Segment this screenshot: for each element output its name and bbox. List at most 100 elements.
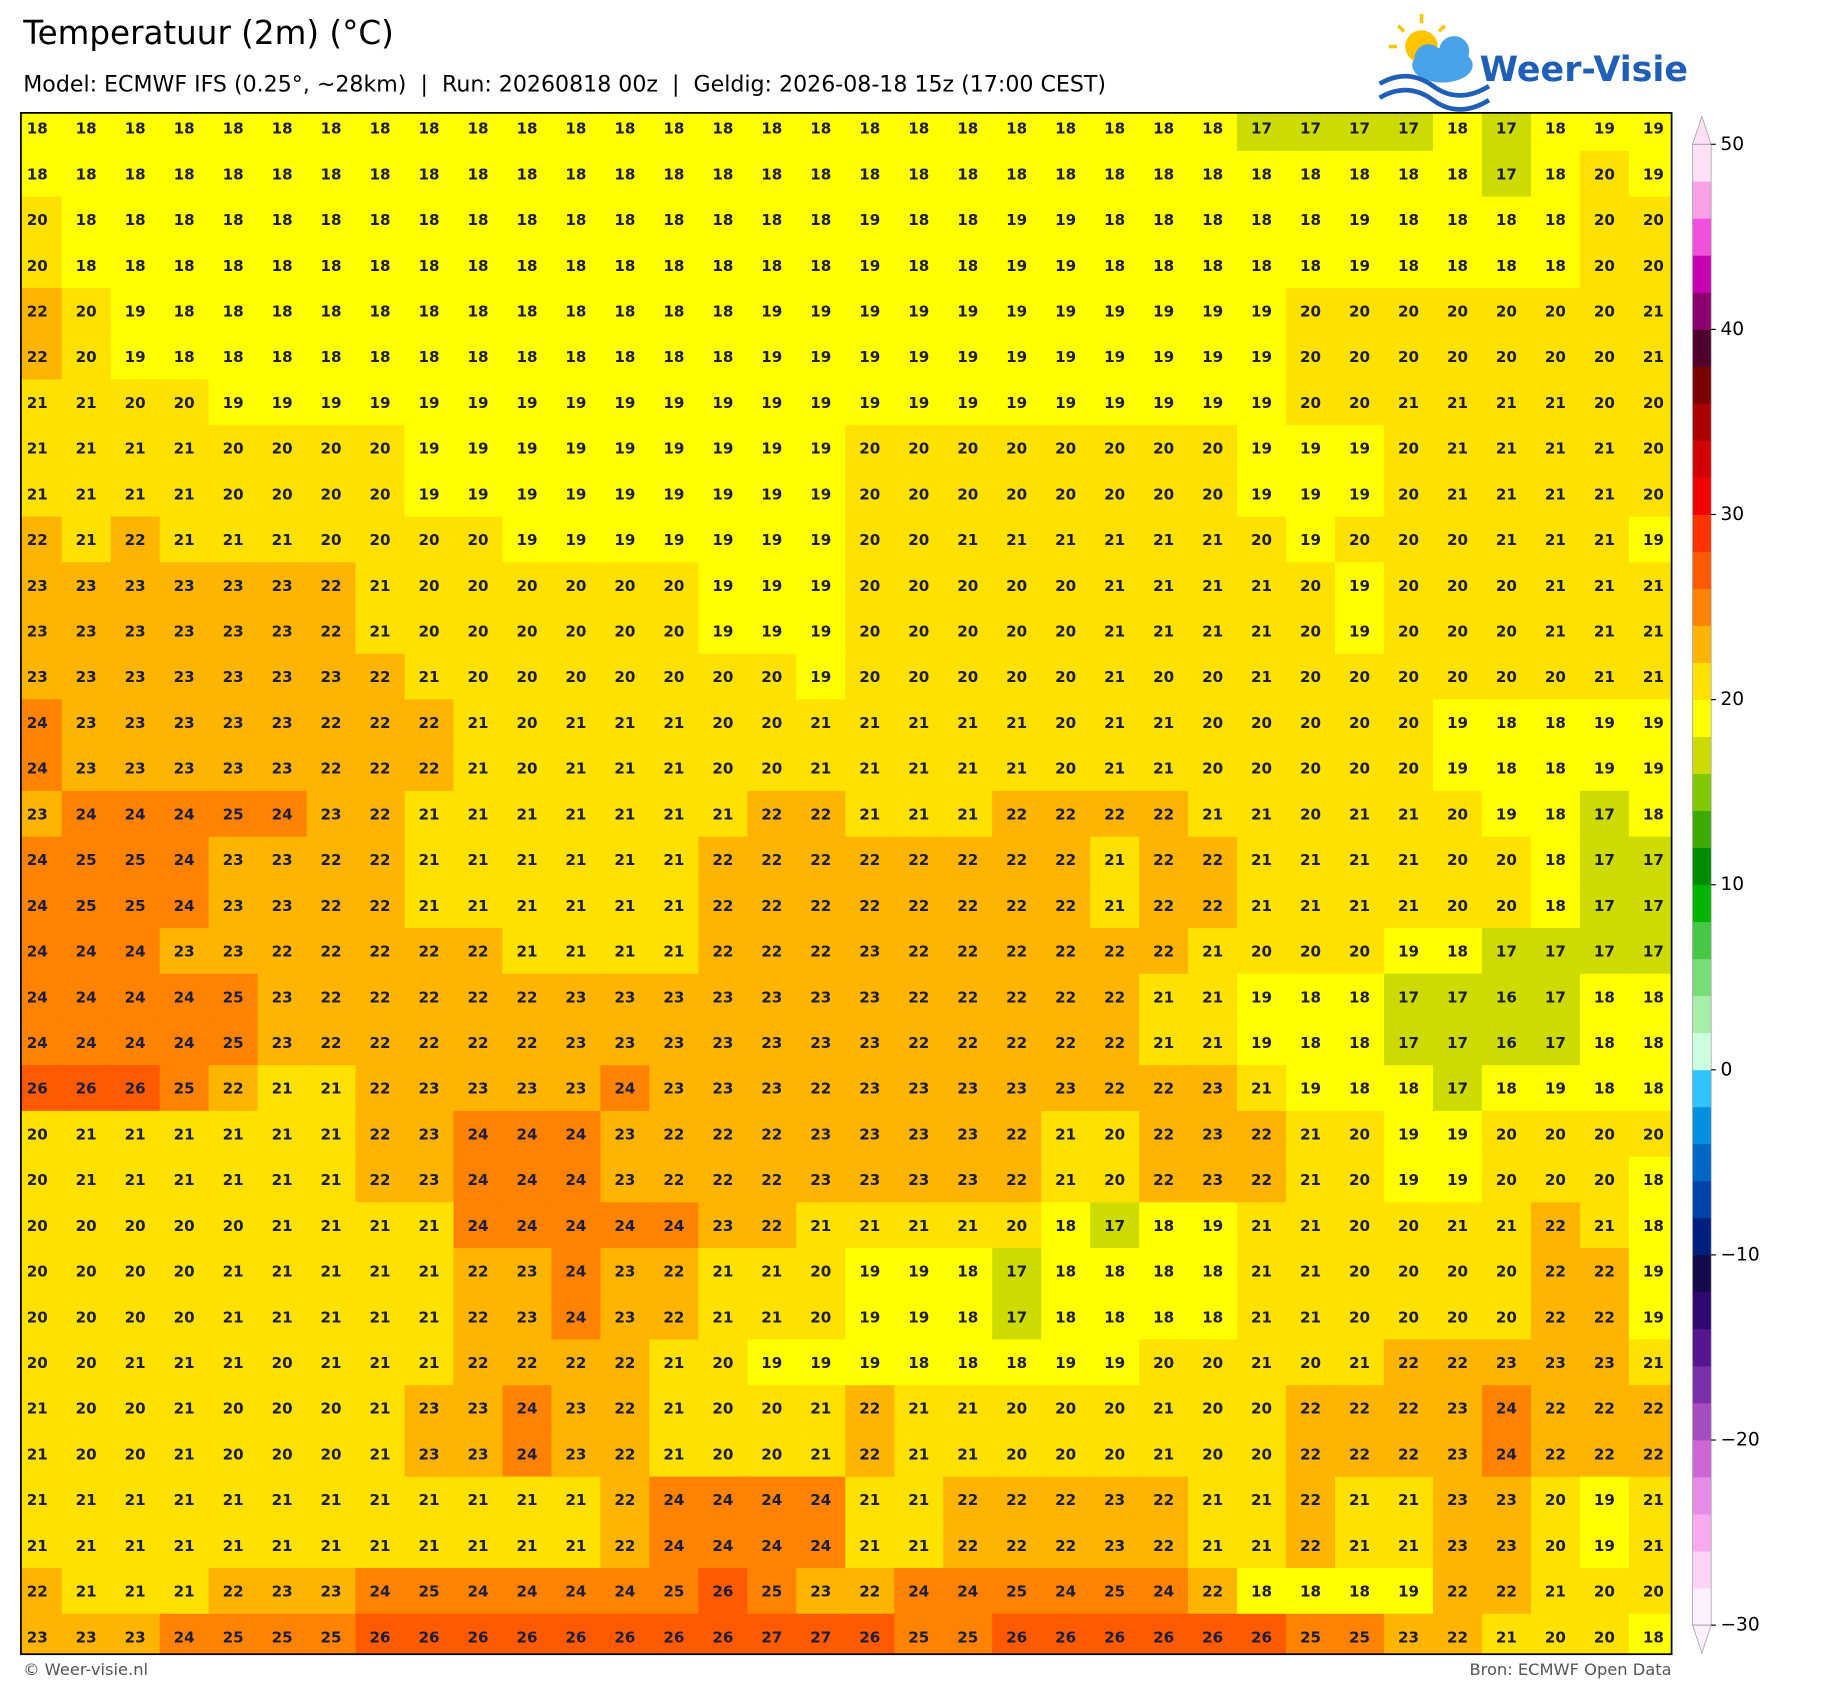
colorbar-tick-label: 30 (1720, 504, 1744, 525)
temperature-cell (698, 1248, 749, 1295)
temperature-label: 22 (1300, 1491, 1321, 1509)
temperature-cell (551, 150, 602, 198)
temperature-label: 22 (810, 805, 831, 823)
temperature-cell (1628, 608, 1672, 655)
temperature-cell (1481, 1065, 1532, 1112)
temperature-cell (649, 470, 700, 518)
temperature-cell (1628, 1293, 1672, 1341)
temperature-label: 18 (272, 120, 293, 138)
temperature-cell (1383, 516, 1434, 564)
temperature-cell (796, 470, 846, 518)
temperature-label: 21 (1545, 394, 1566, 412)
temperature-cell (453, 1293, 504, 1341)
temperature-label: 22 (370, 1034, 391, 1052)
temperature-label: 23 (712, 988, 733, 1006)
temperature-cell (992, 1385, 1042, 1432)
temperature-cell (845, 1248, 895, 1295)
temperature-cell (1481, 745, 1532, 792)
temperature-cell (1383, 790, 1434, 838)
temperature-label: 21 (1594, 577, 1615, 595)
temperature-label: 22 (1153, 1491, 1174, 1509)
temperature-label: 20 (1496, 1171, 1517, 1189)
temperature-label: 19 (1398, 1125, 1419, 1143)
temperature-label: 18 (1643, 988, 1664, 1006)
temperature-label: 26 (859, 1628, 880, 1646)
temperature-label: 20 (1300, 303, 1321, 321)
temperature-cell (1139, 882, 1189, 929)
temperature-cell (61, 836, 112, 884)
temperature-label: 20 (663, 577, 684, 595)
temperature-cell (1237, 196, 1287, 243)
temperature-label: 19 (516, 394, 537, 412)
temperature-label: 25 (1300, 1628, 1321, 1646)
temperature-cell (845, 1385, 895, 1432)
temperature-cell (747, 745, 798, 792)
temperature-cell (1237, 1110, 1287, 1158)
temperature-cell (1286, 1476, 1336, 1524)
temperature-cell (1335, 1110, 1385, 1158)
temperature-label: 23 (614, 1171, 635, 1189)
temperature-cell (306, 653, 357, 701)
temperature-cell (1188, 562, 1238, 609)
temperature-label: 23 (223, 714, 244, 732)
temperature-label: 21 (957, 805, 978, 823)
temperature-cell (1139, 1385, 1189, 1432)
temperature-cell (453, 242, 504, 289)
temperature-label: 20 (516, 668, 537, 686)
temperature-cell (110, 653, 161, 701)
temperature-label: 19 (418, 394, 439, 412)
temperature-label: 21 (565, 897, 586, 915)
temperature-label: 20 (1251, 943, 1272, 961)
temperature-label: 23 (174, 577, 195, 595)
temperature-label: 20 (1594, 348, 1615, 366)
temperature-cell (1188, 470, 1238, 518)
temperature-cell (20, 699, 63, 746)
temperature-label: 20 (957, 668, 978, 686)
temperature-cell (1628, 1476, 1672, 1524)
temperature-label: 20 (1349, 1308, 1370, 1326)
temperature-label: 23 (223, 623, 244, 641)
temperature-label: 23 (27, 805, 48, 823)
temperature-cell (208, 1019, 259, 1066)
temperature-cell (61, 562, 112, 609)
temperature-cell (306, 150, 357, 198)
temperature-cell (1628, 836, 1672, 884)
temperature-cell (1090, 1019, 1140, 1066)
temperature-label: 21 (957, 1445, 978, 1463)
temperature-label: 21 (859, 1491, 880, 1509)
temperature-cell (943, 333, 993, 381)
temperature-label: 22 (1545, 1400, 1566, 1418)
temperature-label: 21 (1251, 1308, 1272, 1326)
temperature-cell (747, 836, 798, 884)
temperature-cell (1628, 333, 1672, 381)
temperature-label: 18 (1202, 120, 1223, 138)
temperature-cell (159, 379, 210, 426)
temperature-label: 18 (1202, 1263, 1223, 1281)
temperature-label: 18 (1545, 257, 1566, 275)
temperature-cell (306, 379, 357, 426)
temperature-cell (894, 653, 944, 701)
temperature-cell (600, 288, 651, 335)
temperature-cell (747, 1065, 798, 1112)
temperature-cell (1286, 745, 1336, 792)
temperature-cell (159, 928, 210, 975)
colorbar-box (1692, 440, 1712, 478)
temperature-label: 23 (565, 1400, 586, 1418)
temperature-label: 23 (859, 1125, 880, 1143)
temperature-label: 19 (859, 1354, 880, 1372)
temperature-label: 23 (125, 1628, 146, 1646)
temperature-cell (551, 1385, 602, 1432)
temperature-cell (698, 425, 749, 472)
temperature-cell (257, 1019, 308, 1066)
temperature-cell (61, 1156, 112, 1204)
temperature-label: 21 (1594, 1217, 1615, 1235)
temperature-cell (992, 790, 1042, 838)
temperature-label: 20 (125, 1445, 146, 1463)
temperature-label: 21 (1104, 668, 1125, 686)
temperature-cell (61, 882, 112, 929)
temperature-cell (355, 608, 406, 655)
temperature-label: 23 (76, 623, 97, 641)
temperature-label: 22 (712, 897, 733, 915)
temperature-cell (992, 516, 1042, 564)
temperature-label: 20 (1202, 1445, 1223, 1463)
